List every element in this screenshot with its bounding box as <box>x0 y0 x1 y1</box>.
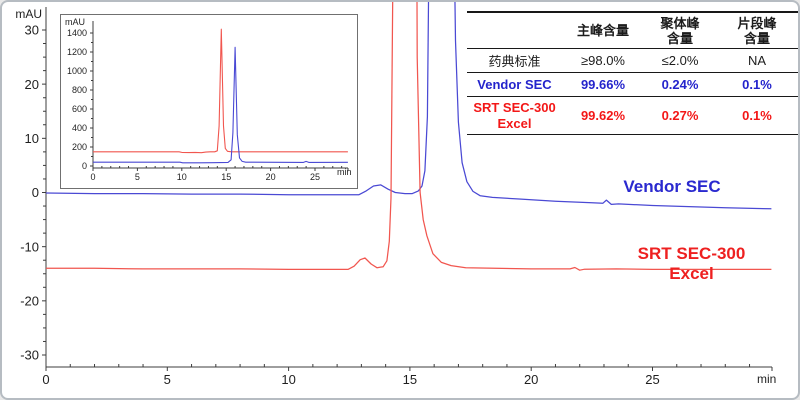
inset-chart-svg: 0 200 400 600 800 1000 1200 1400 0 5 10 15 20 25 <box>67 21 349 182</box>
inset-chart: 0 200 400 600 800 1000 1200 1400 0 5 10 15 20 25 mAU … <box>60 14 358 189</box>
x-tick-label: 10 <box>281 372 295 387</box>
row-label: SRT SEC-300 Excel <box>473 99 556 131</box>
x-tick-label: 25 <box>645 372 659 387</box>
table-header-aggregate-peak-content: 聚体峰 含量 <box>660 15 700 46</box>
x-tick-label: 0 <box>90 172 95 182</box>
y-tick-label: 1200 <box>67 47 87 57</box>
main-x-axis-unit-label: min <box>757 372 777 386</box>
row-label: 药典标准 <box>488 54 541 69</box>
main-peak-value: 99.66% <box>580 77 626 92</box>
main-peak-value: 99.62% <box>580 107 626 123</box>
y-tick-label: -30 <box>20 348 39 363</box>
y-tick-label: 600 <box>72 104 87 114</box>
aggregate-peak-value: 0.24% <box>661 77 699 92</box>
main-peak-value: ≥98.0% <box>581 53 625 68</box>
y-tick-label: 400 <box>72 123 87 133</box>
fragment-peak-value: NA <box>747 53 767 68</box>
trace-srt-sec-300-excel-full-scale- <box>93 28 348 154</box>
y-tick-label: 0 <box>82 161 87 171</box>
y-tick-label: 30 <box>25 23 39 38</box>
y-tick-label: 200 <box>72 142 87 152</box>
x-tick-label: 20 <box>524 372 538 387</box>
trace-srt-sec-300-excel <box>46 2 772 271</box>
x-tick-label: 5 <box>164 372 171 387</box>
y-tick-label: 800 <box>72 85 87 95</box>
table-row-srt-sec-300-excel: SRT SEC-300 Excel 99.62% 0.27% 0.1% <box>467 97 798 135</box>
y-tick-label: 1400 <box>67 28 87 38</box>
x-tick-label: 10 <box>177 172 187 182</box>
x-tick-label: 20 <box>266 172 276 182</box>
trace-vendor-sec-full-scale- <box>93 46 348 164</box>
x-tick-label: 5 <box>135 172 140 182</box>
aggregate-peak-value: ≤2.0% <box>661 53 699 68</box>
comparison-table: 主峰含量 聚体峰 含量 片段峰 含量 药典标准 ≥98.0% ≤2.0% NA … <box>467 11 798 135</box>
table-row-vendor-sec: Vendor SEC 99.66% 0.24% 0.1% <box>467 73 798 97</box>
x-tick-label: 15 <box>403 372 417 387</box>
table-header-row: 主峰含量 聚体峰 含量 片段峰 含量 <box>467 12 798 49</box>
table-header-main-peak-content: 主峰含量 <box>576 23 629 38</box>
table-row-pharmacopoeia-standard: 药典标准 ≥98.0% ≤2.0% NA <box>467 49 798 73</box>
aggregate-peak-value: 0.27% <box>661 107 699 123</box>
inset-y-axis-unit-label: mAU <box>65 17 85 27</box>
inset-x-axis-unit-label: min <box>337 167 352 177</box>
y-tick-label: -10 <box>20 239 39 254</box>
y-tick-label: 20 <box>25 77 39 92</box>
table-header-blank <box>467 12 562 49</box>
fragment-peak-value: 0.1% <box>742 107 772 123</box>
trace-vendor-sec <box>45 2 772 210</box>
row-label: Vendor SEC <box>477 77 552 92</box>
x-tick-label: 25 <box>310 172 320 182</box>
x-tick-label: 15 <box>221 172 231 182</box>
x-tick-label: 0 <box>42 372 49 387</box>
y-tick-label: 0 <box>32 185 39 200</box>
y-tick-label: -20 <box>20 294 39 309</box>
vendor-sec-trace-label: Vendor SEC <box>623 177 721 196</box>
table-header-fragment-peak-content: 片段峰 含量 <box>737 15 777 46</box>
fragment-peak-value: 0.1% <box>742 77 772 92</box>
y-tick-label: 1000 <box>67 66 87 76</box>
y-tick-label: 10 <box>25 131 39 146</box>
main-y-axis-unit-label: mAU <box>15 7 42 21</box>
srt-sec-300-excel-trace-label: SRT SEC-300 Excel <box>637 244 746 283</box>
